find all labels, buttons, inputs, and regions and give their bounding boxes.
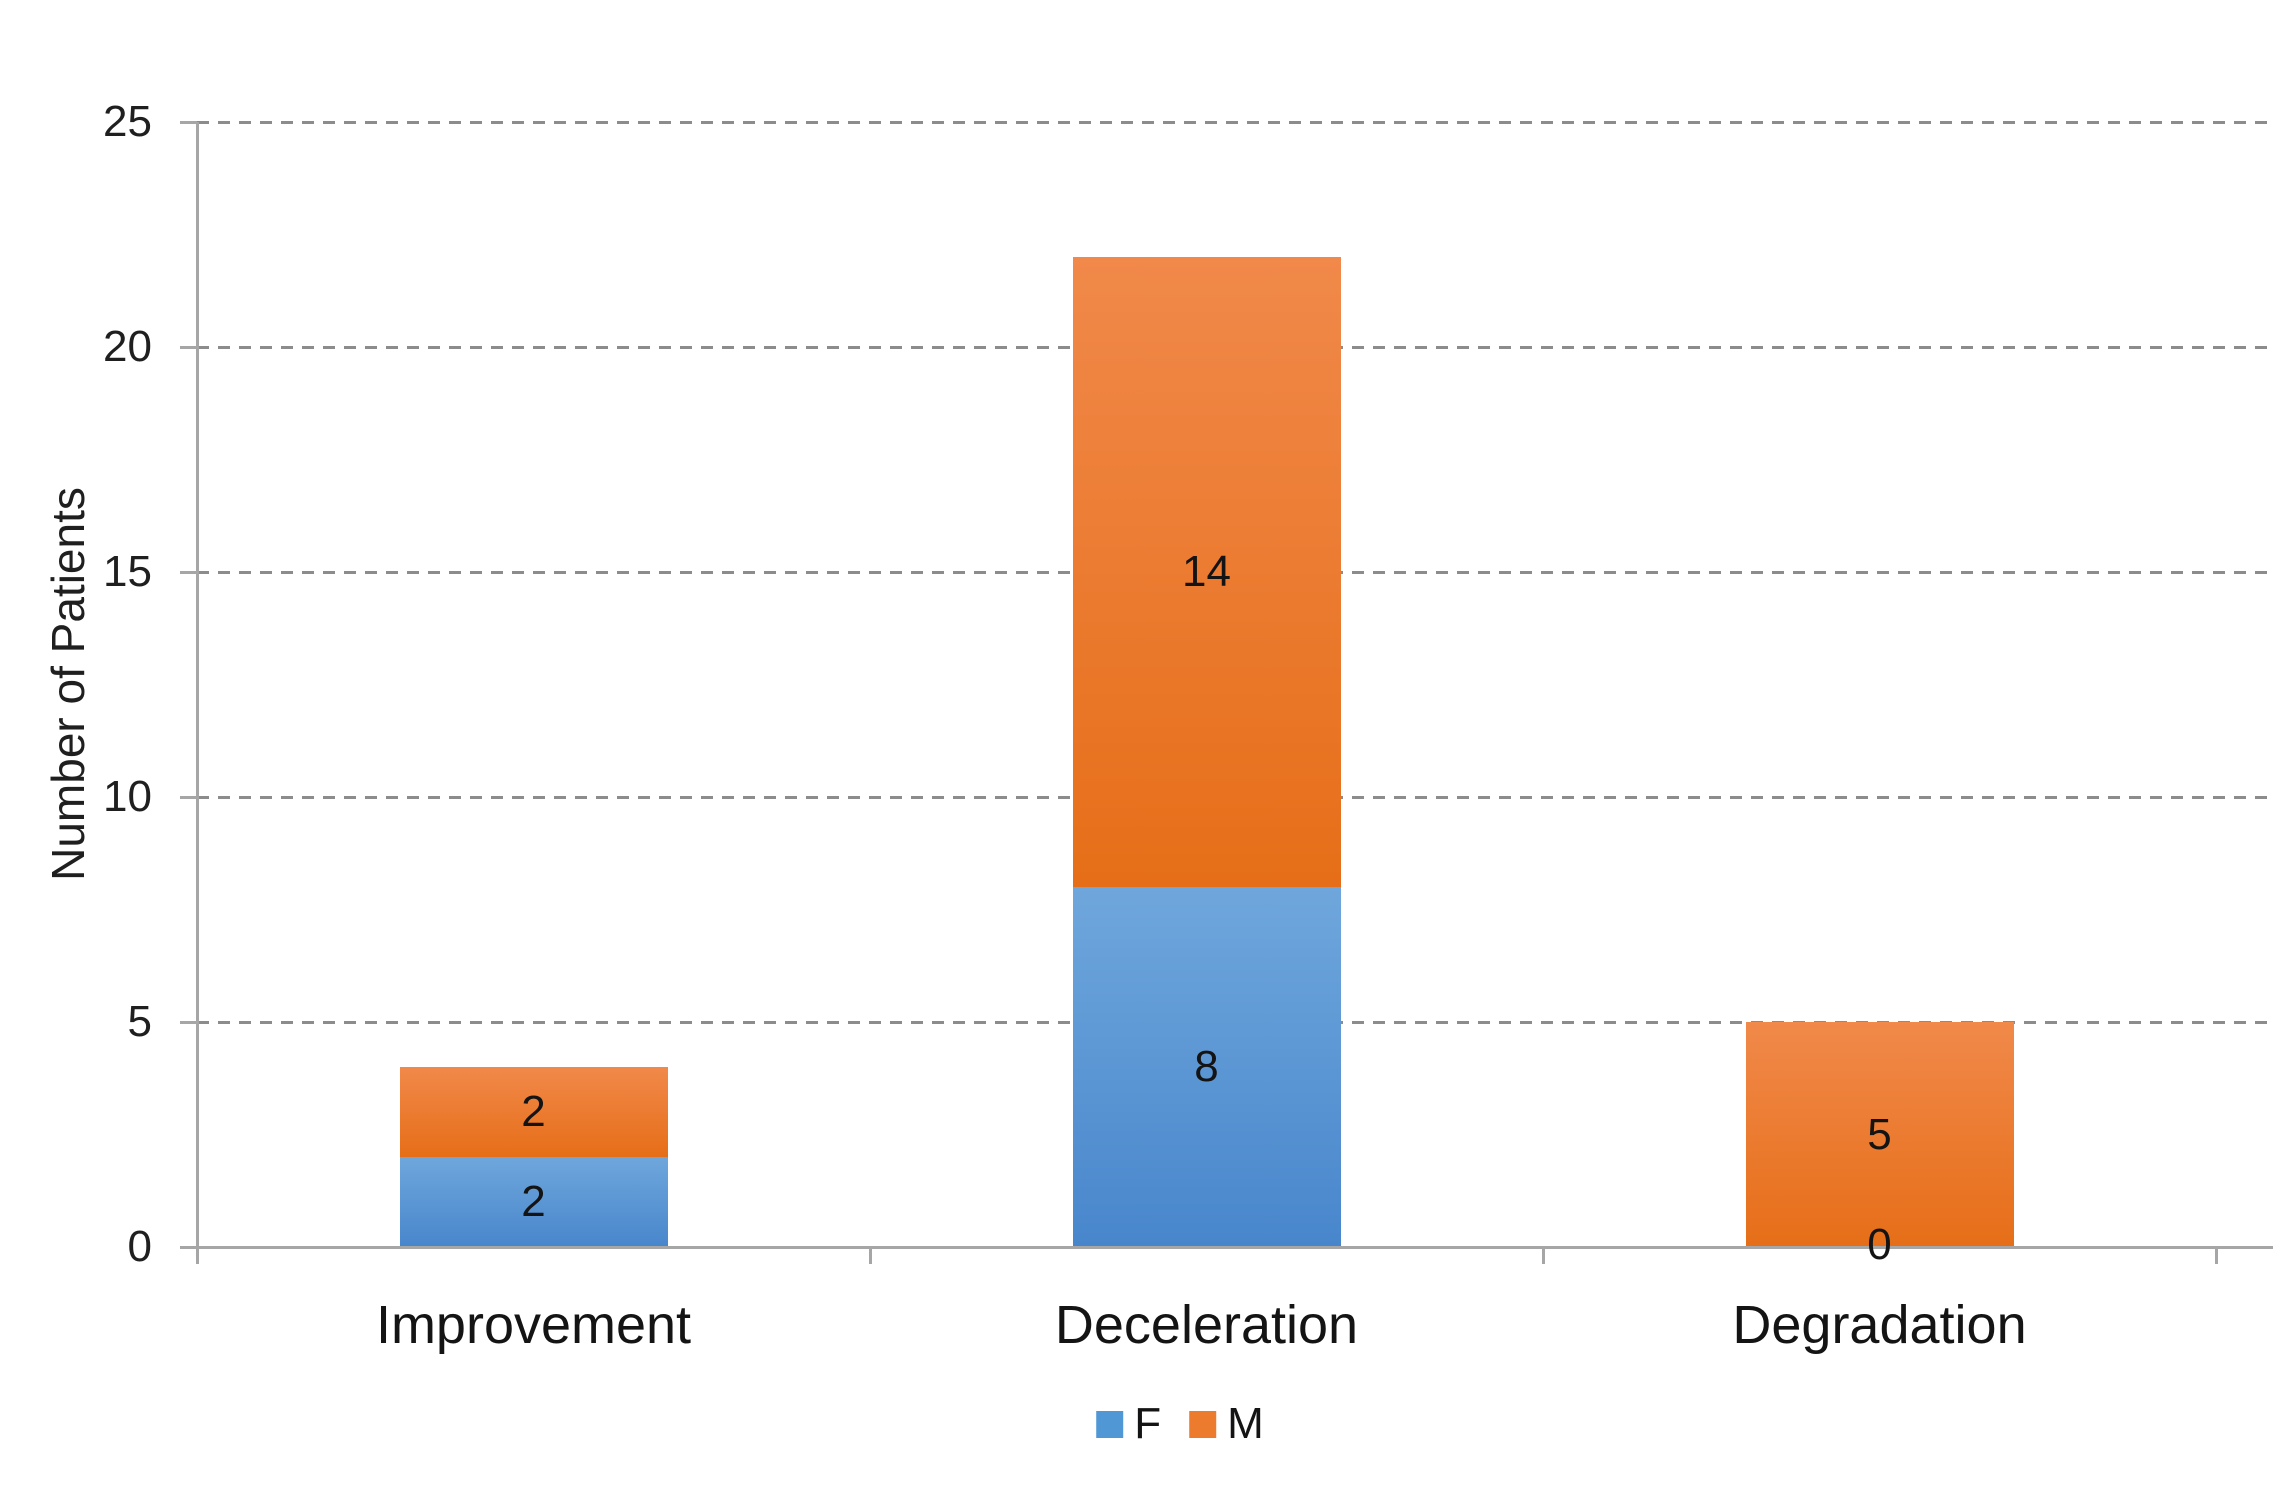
y-axis-tick-20 <box>180 346 197 349</box>
x-axis-tick-1 <box>869 1247 872 1264</box>
data-label-m-deceleration: 14 <box>1182 547 1231 596</box>
y-axis-tick-label-25: 25 <box>103 97 152 146</box>
legend-swatch-m <box>1189 1410 1217 1438</box>
data-label-f-degradation: 0 <box>1867 1220 1892 1269</box>
y-axis-tick-label-5: 5 <box>127 997 152 1046</box>
y-axis-tick-10 <box>180 796 197 799</box>
bar-segment-m-improvement <box>399 1067 668 1157</box>
gridline-y-25 <box>197 121 2273 124</box>
legend-swatch-f <box>1096 1410 1124 1438</box>
y-axis-tick-label-10: 10 <box>103 772 152 821</box>
y-axis-tick-label-20: 20 <box>103 322 152 371</box>
legend-item-f: F <box>1096 1396 1161 1452</box>
data-label-m-degradation: 5 <box>1867 1109 1892 1159</box>
y-axis-line <box>196 122 199 1264</box>
legend-label-f: F <box>1134 1399 1162 1448</box>
x-axis-tick-3 <box>2215 1247 2218 1264</box>
y-axis-tick-label-0: 0 <box>127 1222 152 1271</box>
y-axis-tick-15 <box>180 571 197 574</box>
data-label-f-deceleration: 8 <box>1194 1042 1219 1091</box>
data-label-f-improvement: 2 <box>521 1177 546 1226</box>
y-axis-tick-25 <box>180 121 197 124</box>
category-label-degradation: Degradation <box>1732 1295 2027 1355</box>
y-axis-tick-0 <box>180 1246 197 1249</box>
bar-segment-f-deceleration <box>1072 887 1341 1247</box>
category-label-deceleration: Deceleration <box>1054 1295 1359 1355</box>
legend-item-m: M <box>1189 1396 1264 1452</box>
x-axis-line <box>180 1246 2273 1249</box>
y-axis-tick-5 <box>180 1021 197 1024</box>
bar-segment-m-deceleration <box>1072 257 1341 887</box>
legend-label-m: M <box>1227 1399 1264 1448</box>
data-label-m-improvement: 2 <box>521 1087 546 1136</box>
x-axis-tick-2 <box>1542 1247 1545 1264</box>
category-label-improvement: Improvement <box>375 1295 692 1355</box>
y-axis-tick-label-15: 15 <box>103 547 152 596</box>
bar-segment-f-improvement <box>399 1157 668 1247</box>
y-axis-title: Number of Patients <box>42 487 94 881</box>
bar-segment-m-degradation <box>1745 1022 2014 1247</box>
